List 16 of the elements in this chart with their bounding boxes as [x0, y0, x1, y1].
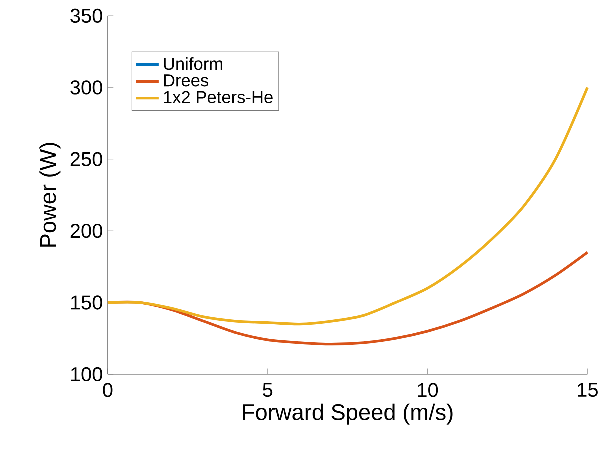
y-tick-label: 150 — [71, 295, 102, 310]
y-tick-label: 100 — [71, 367, 102, 382]
x-axis-title: Forward Speed (m/s) — [243, 404, 453, 425]
y-tick-label: 200 — [70, 224, 102, 238]
y-tick-label: 300 — [70, 80, 102, 95]
legend-label: 1x2 Peters-He — [164, 91, 273, 104]
line-series — [106, 86, 590, 326]
y-axis-title: Power (W) — [40, 142, 61, 247]
x-tick-label: 10 — [418, 382, 438, 398]
x-tick-label: 15 — [578, 382, 598, 397]
y-tick-label: 350 — [70, 8, 102, 23]
legend-label: Uniform — [164, 57, 222, 70]
x-tick-label: 0 — [103, 382, 113, 398]
legend-label: Drees — [164, 74, 209, 87]
x-tick-label: 5 — [263, 382, 273, 397]
y-tick-label: 250 — [70, 152, 102, 166]
